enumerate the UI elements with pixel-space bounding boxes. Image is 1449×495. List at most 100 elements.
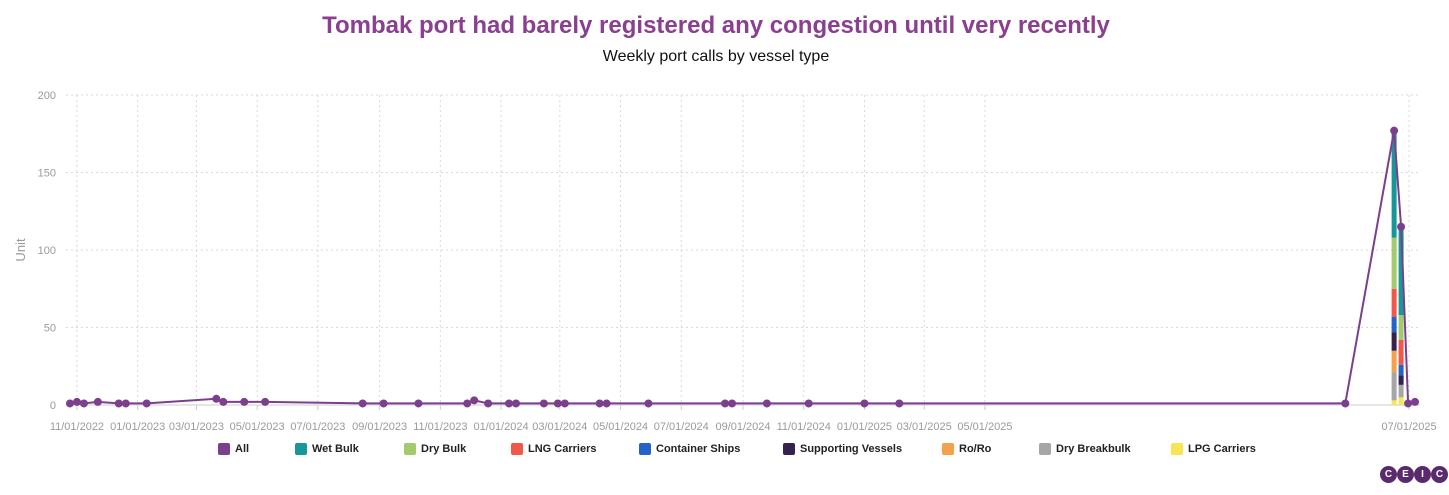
- stacked-bar-segment: [1398, 364, 1404, 376]
- legend-item[interactable]: Container Ships: [639, 443, 740, 455]
- legend-label: LPG Carriers: [1188, 443, 1256, 455]
- legend-label: LNG Carriers: [528, 443, 597, 455]
- logo-letter: E: [1397, 466, 1414, 483]
- stacked-bar-segment: [1398, 315, 1404, 340]
- chart-subtitle: Weekly port calls by vessel type: [602, 48, 830, 65]
- x-tick-label: 11/01/2024: [777, 421, 831, 433]
- stacked-bar-segment: [1398, 397, 1404, 405]
- stacked-bar-segment: [1398, 339, 1404, 365]
- data-point: [379, 399, 388, 408]
- chart-title: Tombak port had barely registered any co…: [322, 12, 1110, 39]
- legend-label: Dry Bulk: [421, 443, 467, 455]
- data-point: [860, 399, 869, 408]
- data-point: [219, 397, 228, 406]
- data-point: [721, 399, 730, 408]
- data-point: [804, 399, 813, 408]
- data-point: [505, 399, 514, 408]
- x-tick-label: 03/01/2023: [169, 421, 224, 433]
- legend-item[interactable]: All: [218, 443, 249, 455]
- legend-label: Container Ships: [656, 443, 741, 455]
- stacked-bar-segment: [1398, 226, 1404, 316]
- y-tick-label: 200: [38, 90, 56, 102]
- stacked-bar-segment: [1391, 130, 1397, 238]
- data-point: [484, 399, 493, 408]
- data-point: [65, 399, 74, 408]
- logo-letter: I: [1414, 466, 1431, 483]
- x-tick-label: 03/01/2025: [897, 421, 952, 433]
- data-point: [470, 396, 479, 405]
- data-point: [539, 399, 548, 408]
- stacked-bar-segment: [1391, 237, 1397, 289]
- legend-swatch: [783, 443, 795, 455]
- legend-swatch: [1039, 443, 1051, 455]
- legend-swatch: [404, 443, 416, 455]
- data-point: [79, 399, 88, 408]
- data-point: [114, 399, 123, 408]
- logo-letter: C: [1380, 466, 1397, 483]
- stacked-bar-segment: [1391, 316, 1397, 333]
- data-point: [93, 397, 102, 406]
- data-point: [553, 399, 562, 408]
- x-tick-label: 05/01/2024: [593, 421, 648, 433]
- legend-label: Dry Breakbulk: [1056, 443, 1131, 455]
- data-point: [895, 399, 904, 408]
- x-tick-label: 11/01/2023: [413, 421, 467, 433]
- y-tick-label: 150: [38, 168, 56, 180]
- legend-swatch: [942, 443, 954, 455]
- x-tick-label: 05/01/2025: [957, 421, 1012, 433]
- legend-item[interactable]: Wet Bulk: [295, 443, 359, 455]
- data-point: [72, 397, 81, 406]
- legend-label: All: [235, 443, 250, 455]
- data-point: [1404, 399, 1413, 408]
- data-point: [1411, 397, 1420, 406]
- data-point: [212, 394, 221, 403]
- x-tick-label: 11/01/2022: [50, 421, 104, 433]
- y-axis-title: Unit: [13, 238, 28, 262]
- stacked-bar-segment: [1391, 372, 1397, 401]
- legend-label: Supporting Vessels: [800, 443, 903, 455]
- legend-label: Wet Bulk: [312, 443, 359, 455]
- data-point: [560, 399, 569, 408]
- x-tick-label: 09/01/2024: [715, 421, 770, 433]
- stacked-bar-segment: [1391, 332, 1397, 351]
- legend: All Wet Bulk Dry Bulk LNG Carriers Container…: [0, 443, 1449, 461]
- x-tick-label: 09/01/2023: [352, 421, 407, 433]
- data-point: [728, 399, 737, 408]
- legend-item[interactable]: Dry Breakbulk: [1039, 443, 1131, 455]
- data-point: [414, 399, 423, 408]
- x-tick-label: 05/01/2023: [230, 421, 285, 433]
- x-tick-label: 03/01/2024: [532, 421, 587, 433]
- data-point: [358, 399, 367, 408]
- y-tick-label: 0: [50, 400, 56, 412]
- legend-swatch: [218, 443, 230, 455]
- legend-label: Ro/Ro: [959, 443, 992, 455]
- data-point: [602, 399, 611, 408]
- chart-plot: 0 50 100 150 200 11/01/2022 01/01/2023 03/01/20…: [13, 90, 1437, 433]
- x-tick-label: 01/01/2025: [837, 421, 892, 433]
- x-tick-label: 07/01/2023: [290, 421, 345, 433]
- data-point: [595, 399, 604, 408]
- data-point: [1390, 126, 1399, 135]
- x-tick-label: 01/01/2024: [474, 421, 529, 433]
- legend-item[interactable]: Supporting Vessels: [783, 443, 902, 455]
- legend-item[interactable]: LNG Carriers: [511, 443, 596, 455]
- legend-swatch: [511, 443, 523, 455]
- stacked-bar-segment: [1391, 288, 1397, 317]
- logo-letter: C: [1431, 466, 1448, 483]
- data-point: [512, 399, 521, 408]
- data-point: [762, 399, 771, 408]
- x-tick-label: 07/01/2024: [654, 421, 709, 433]
- x-tick-label: 01/01/2023: [110, 421, 165, 433]
- stacked-bar-segment: [1391, 400, 1397, 405]
- data-point: [1341, 399, 1350, 408]
- data-point: [240, 397, 249, 406]
- stacked-bar-segment: [1391, 350, 1397, 373]
- legend-item[interactable]: Ro/Ro: [942, 443, 991, 455]
- data-point: [463, 399, 472, 408]
- legend-swatch: [639, 443, 651, 455]
- legend-item[interactable]: LPG Carriers: [1171, 443, 1256, 455]
- legend-item[interactable]: Dry Bulk: [404, 443, 466, 455]
- stacked-bar-segment: [1398, 384, 1404, 398]
- data-point: [142, 399, 151, 408]
- data-point: [121, 399, 130, 408]
